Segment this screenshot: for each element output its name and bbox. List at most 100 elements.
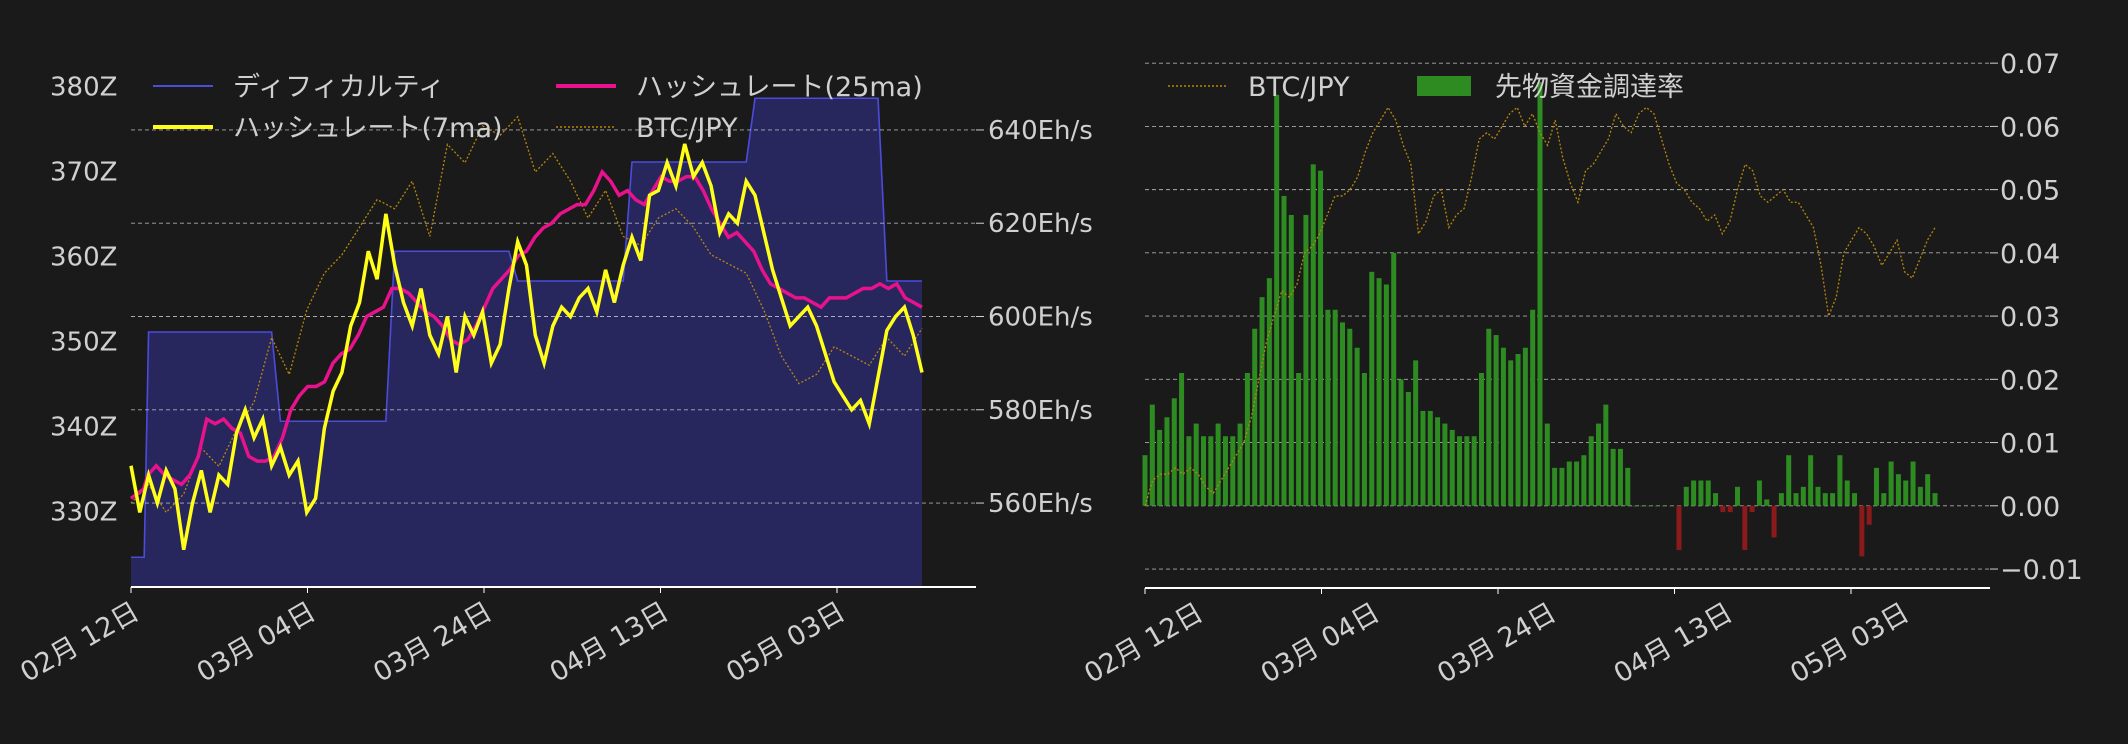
funding-bar [1259, 297, 1265, 506]
legend-label: ディフィカルティ [233, 72, 445, 103]
funding-bar [1215, 423, 1221, 506]
funding-bar [1559, 467, 1565, 506]
funding-bar [1149, 404, 1155, 506]
funding-bar [1552, 467, 1558, 506]
funding-bar [1405, 391, 1411, 506]
funding-bar [1669, 505, 1675, 507]
x-axis-tick-label: 03月 04日 [1256, 597, 1385, 689]
right-axis-tick-label: 0.07 [2000, 49, 2060, 80]
funding-bar [1383, 284, 1389, 506]
funding-bar [1537, 82, 1543, 506]
hashrate-7ma-line [129, 143, 924, 551]
funding-bar [1596, 423, 1602, 506]
funding-bar [1808, 455, 1814, 506]
funding-bar [1325, 309, 1331, 506]
x-axis-tick-label: 05月 03日 [1785, 597, 1914, 689]
funding-bar [1230, 436, 1236, 506]
funding-bar [1574, 461, 1580, 506]
funding-bar [1369, 271, 1375, 506]
funding-bar [1332, 309, 1338, 506]
funding-bar [1464, 436, 1470, 506]
right-axis-tick-label: 0.02 [2000, 365, 2060, 396]
funding-bar [1881, 493, 1887, 506]
funding-bar [1720, 505, 1726, 513]
right-axis-tick-label: 0.03 [2000, 302, 2060, 333]
funding-bar [1822, 493, 1828, 506]
funding-bar [1164, 417, 1170, 506]
right-axis-tick-label: 580Eh/s [988, 396, 1093, 426]
funding-bar [1310, 164, 1316, 506]
funding-bar [1603, 404, 1609, 506]
x-axis-tick-label: 02月 12日 [1079, 597, 1208, 689]
funding-bar [1844, 480, 1850, 506]
funding-bar [1588, 436, 1594, 506]
funding-bar [1274, 94, 1280, 506]
funding-bar [1457, 436, 1463, 506]
funding-bar [1478, 373, 1484, 506]
hashrate-25ma-line [129, 168, 923, 500]
funding-bar [1771, 505, 1777, 538]
funding-bar [1610, 448, 1616, 506]
x-axis-tick-label: 03月 24日 [368, 596, 497, 688]
funding-bar [1544, 423, 1550, 506]
funding-bar [1193, 423, 1199, 506]
btc-jpy-line [130, 115, 923, 514]
funding-bar [1420, 410, 1426, 506]
funding-bar [1157, 429, 1163, 506]
right-axis-tick-label: 0.01 [2000, 429, 2060, 460]
funding-bar [1222, 436, 1228, 506]
funding-bar [1427, 410, 1433, 506]
left-axis-tick-label: 330Z [50, 498, 117, 528]
funding-bar [1281, 195, 1287, 506]
right-axis-tick-label: −0.01 [2000, 555, 2083, 586]
funding-bar [1471, 436, 1477, 506]
funding-bar [1756, 480, 1762, 506]
funding-bar [1296, 373, 1302, 506]
funding-bar [1800, 486, 1806, 506]
funding-bar [1413, 360, 1419, 506]
funding-bar [1866, 505, 1872, 525]
legend-label: 先物資金調達率 [1495, 72, 1684, 103]
funding-bar [1691, 480, 1697, 506]
funding-bar [1917, 486, 1923, 506]
funding-bar [1742, 505, 1748, 551]
right-axis-tick-label: 0.00 [2000, 492, 2060, 523]
x-axis-tick-label: 05月 03日 [721, 596, 850, 688]
x-axis-tick-label: 03月 04日 [192, 596, 321, 688]
funding-bar [1581, 455, 1587, 506]
funding-bar [1266, 278, 1272, 506]
funding-bar [1661, 505, 1667, 507]
funding-bar [1830, 493, 1836, 506]
funding-bar [1735, 486, 1740, 506]
legend-swatch [1417, 76, 1471, 96]
funding-bar [1442, 423, 1448, 506]
funding-bar [1530, 309, 1536, 506]
btc-jpy-line [1144, 106, 1936, 506]
funding-bar [1515, 354, 1521, 506]
funding-bar [1566, 461, 1572, 506]
right-axis-tick-label: 560Eh/s [988, 489, 1093, 519]
funding-bar [1171, 398, 1177, 506]
x-axis-tick-label: 02月 12日 [15, 596, 144, 688]
funding-bar [1391, 252, 1397, 506]
funding-bar [1903, 480, 1909, 506]
funding-bar [1244, 373, 1250, 506]
funding-bar [1778, 493, 1784, 506]
funding-bar [1727, 505, 1733, 513]
funding-bar [1376, 278, 1382, 506]
funding-bar [1749, 505, 1755, 513]
funding-bar [1910, 461, 1916, 506]
funding-bar [1713, 493, 1719, 506]
funding-bar [1786, 455, 1792, 506]
funding-bar [1932, 493, 1938, 506]
funding-bar [1698, 480, 1704, 506]
difficulty-area [131, 98, 922, 587]
funding-bar [1617, 448, 1623, 506]
funding-bar [1522, 347, 1528, 506]
funding-bar [1237, 423, 1243, 506]
funding-bar [1486, 328, 1492, 506]
funding-bar [1888, 461, 1894, 506]
funding-bar [1354, 347, 1360, 506]
